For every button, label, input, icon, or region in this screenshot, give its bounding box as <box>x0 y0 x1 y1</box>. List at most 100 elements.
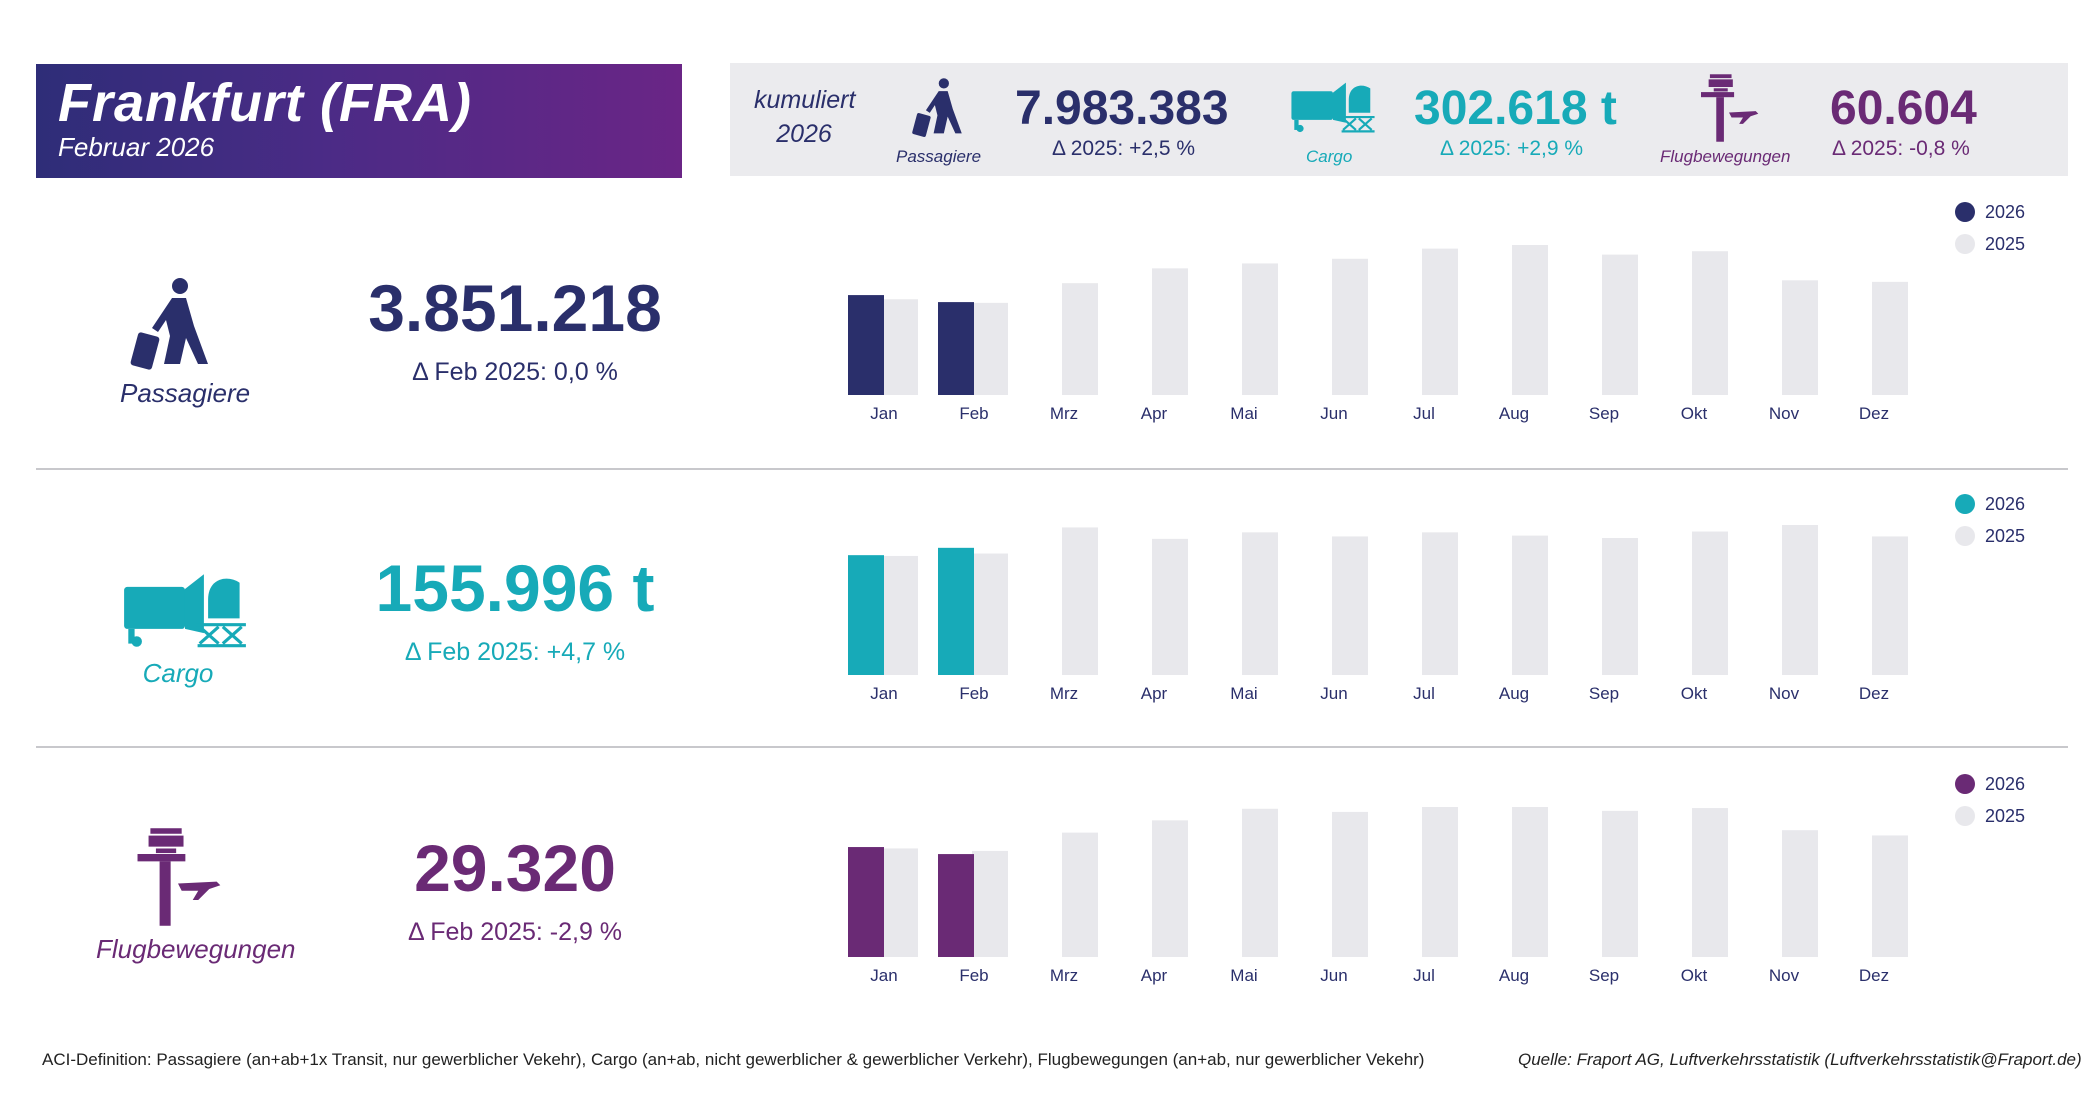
cargo-icon <box>122 568 248 652</box>
bar-2025-dez <box>1872 835 1908 957</box>
section-passengers-value: 3.851.218 <box>368 271 662 345</box>
legend-label-2025: 2025 <box>1985 526 2026 546</box>
x-tick-label: Jul <box>1413 404 1435 423</box>
x-tick-label: Dez <box>1859 966 1889 985</box>
legend-dot-2025 <box>1955 234 1975 254</box>
x-tick-label: Aug <box>1499 404 1529 423</box>
x-tick-label: Nov <box>1769 966 1800 985</box>
x-tick-label: Okt <box>1681 684 1708 703</box>
legend-label-2025: 2025 <box>1985 234 2026 254</box>
bar-2025-jan <box>882 848 918 957</box>
legend-label-2025: 2025 <box>1985 806 2026 826</box>
bar-2025-sep <box>1602 254 1638 395</box>
x-tick-label: Jun <box>1320 684 1347 703</box>
bar-2025-nov <box>1782 830 1818 957</box>
section-movements-delta: Δ Feb 2025: -2,9 % <box>407 918 623 946</box>
x-tick-label: Apr <box>1141 404 1168 423</box>
x-tick-label: Sep <box>1589 404 1619 423</box>
cumulative-cargo: Cargo 302.618 t Δ 2025: +2,9 % <box>1290 63 1710 176</box>
bar-2025-jul <box>1422 807 1458 957</box>
x-tick-label: Mai <box>1230 404 1257 423</box>
section-cargo-label: Cargo <box>142 658 214 688</box>
legend-label-2026: 2026 <box>1985 774 2026 794</box>
bar-2025-feb <box>972 850 1008 957</box>
cumulative-movements-value: 60.604 <box>1830 82 1977 135</box>
section-cargo: Cargo 155.996 t Δ Feb 2025: +4,7 % <box>0 470 2100 746</box>
cumulative-label: kumuliert 2026 <box>754 83 856 151</box>
x-tick-label: Feb <box>959 966 988 985</box>
bar-2025-okt <box>1692 531 1728 675</box>
bar-2025-okt <box>1692 251 1728 395</box>
bar-2025-nov <box>1782 525 1818 675</box>
x-tick-label: Dez <box>1859 684 1889 703</box>
bar-2025-jun <box>1332 258 1368 395</box>
tower-icon <box>1696 73 1762 143</box>
x-tick-label: Apr <box>1141 684 1168 703</box>
bar-2026-jan <box>848 555 884 675</box>
x-tick-label: Mrz <box>1050 684 1078 703</box>
cumulative-passengers-value: 7.983.383 <box>1015 82 1229 135</box>
x-tick-label: Nov <box>1769 404 1800 423</box>
bar-2025-feb <box>972 302 1008 395</box>
bar-2026-feb <box>938 302 974 395</box>
x-tick-label: Feb <box>959 684 988 703</box>
bar-2025-sep <box>1602 810 1638 957</box>
x-tick-label: Jul <box>1413 684 1435 703</box>
bar-2025-jul <box>1422 248 1458 395</box>
x-tick-label: Jan <box>870 404 897 423</box>
bar-2026-jan <box>848 295 884 395</box>
cumulative-cargo-value: 302.618 t <box>1414 82 1617 135</box>
section-movements-value: 29.320 <box>414 831 616 905</box>
x-tick-label: Jul <box>1413 966 1435 985</box>
bar-2025-nov <box>1782 280 1818 395</box>
x-tick-label: Sep <box>1589 966 1619 985</box>
x-tick-label: Aug <box>1499 966 1529 985</box>
bar-2025-jan <box>882 299 918 395</box>
bar-2025-dez <box>1872 536 1908 675</box>
cumulative-passengers-delta: Δ 2025: +2,5 % <box>1052 137 1196 160</box>
legend-dot-2026 <box>1955 774 1975 794</box>
bar-2025-mrz <box>1062 832 1098 957</box>
x-tick-label: Jun <box>1320 404 1347 423</box>
x-tick-label: Mrz <box>1050 404 1078 423</box>
x-tick-label: Jun <box>1320 966 1347 985</box>
x-tick-label: Jan <box>870 684 897 703</box>
x-tick-label: Okt <box>1681 404 1708 423</box>
bar-2026-feb <box>938 547 974 675</box>
cumulative-cargo-delta: Δ 2025: +2,9 % <box>1440 137 1584 160</box>
bar-2025-aug <box>1512 807 1548 957</box>
legend-dot-2025 <box>1955 526 1975 546</box>
section-passengers-delta: Δ Feb 2025: 0,0 % <box>412 358 618 386</box>
passenger-icon <box>124 276 224 376</box>
bar-2025-aug <box>1512 535 1548 675</box>
passengers-bar-chart: Jan Feb Mrz Apr Mai Jun Jul Aug Sep Okt Nov Dez <box>848 245 1908 423</box>
cumulative-summary: kumuliert 2026 Passagiere 7.983.383 Δ 20… <box>730 63 2068 176</box>
passenger-icon <box>908 77 972 141</box>
tower-icon <box>132 826 224 928</box>
bar-2026-feb <box>938 854 974 957</box>
x-tick-label: Mai <box>1230 684 1257 703</box>
bar-2025-mai <box>1242 808 1278 957</box>
legend-dot-2026 <box>1955 494 1975 514</box>
cargo-icon <box>1290 77 1376 137</box>
x-tick-label: Dez <box>1859 404 1889 423</box>
legend-label-2026: 2026 <box>1985 202 2026 222</box>
bar-2025-sep <box>1602 538 1638 675</box>
x-tick-label: Okt <box>1681 966 1708 985</box>
x-tick-label: Mai <box>1230 966 1257 985</box>
bar-2025-jan <box>882 555 918 675</box>
x-tick-label: Apr <box>1141 966 1168 985</box>
section-movements-label: Flugbewegungen <box>96 934 296 964</box>
section-movements: Flugbewegungen 29.320 Δ Feb 2025: -2,9 % <box>0 750 2100 1026</box>
bar-2025-apr <box>1152 820 1188 957</box>
section-divider <box>36 746 2068 748</box>
cumulative-cargo-label: Cargo <box>1306 147 1353 166</box>
bar-2025-okt <box>1692 808 1728 957</box>
cumulative-movements-delta: Δ 2025: -0,8 % <box>1832 137 1970 160</box>
cumulative-label-line1: kumuliert <box>754 86 856 114</box>
section-cargo-delta: Δ Feb 2025: +4,7 % <box>404 638 626 666</box>
footer-definition: ACI-Definition: Passagiere (an+ab+1x Tra… <box>42 1050 1425 1069</box>
footer-source: Quelle: Fraport AG, Luftverkehrsstatisti… <box>1518 1050 2082 1069</box>
cargo-bar-chart: Jan Feb Mrz Apr Mai Jun Jul Aug Sep Okt Nov Dez <box>848 525 1908 703</box>
bar-2025-jul <box>1422 532 1458 675</box>
